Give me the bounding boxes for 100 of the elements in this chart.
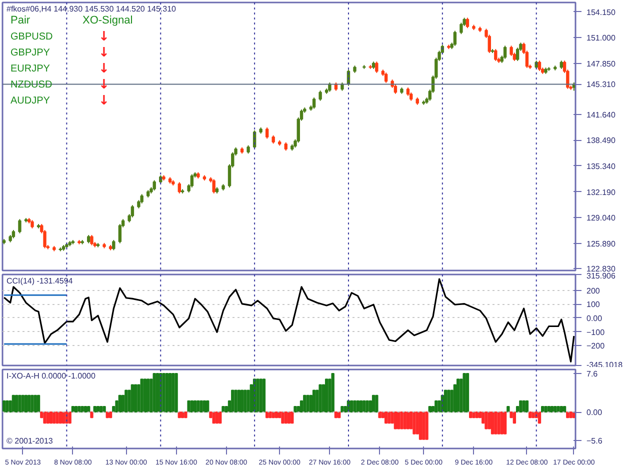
bar	[384, 412, 388, 424]
bar	[206, 400, 210, 413]
bar	[140, 378, 144, 413]
bar	[556, 406, 560, 413]
bar	[303, 394, 306, 413]
bar	[100, 406, 103, 413]
bar	[318, 384, 322, 413]
annotation: ↓	[98, 46, 110, 60]
bar	[447, 390, 450, 413]
bar	[284, 412, 288, 424]
bar	[425, 412, 428, 440]
bar	[218, 412, 222, 424]
bar	[366, 400, 369, 413]
annotation: ↓	[98, 62, 110, 76]
bar	[30, 394, 34, 413]
bar	[428, 406, 432, 413]
bar	[165, 373, 168, 413]
annotation: © 2001-2013	[6, 436, 54, 446]
candlestick	[178, 182, 182, 194]
bar	[569, 412, 572, 418]
bar	[532, 412, 535, 418]
candlestick	[375, 61, 378, 74]
y-tick-label: 200	[586, 286, 600, 296]
bar	[388, 412, 391, 424]
y-tick-label: 138.490	[586, 136, 616, 146]
line-series	[3, 278, 575, 362]
bar	[466, 373, 470, 413]
bar	[306, 394, 310, 413]
y-tick-label: 154.150	[586, 8, 616, 17]
y-tick-label: 132.190	[586, 188, 616, 197]
bar	[484, 412, 488, 430]
bar	[90, 412, 94, 418]
bar	[56, 412, 59, 424]
bar	[312, 390, 316, 413]
bar	[36, 394, 40, 413]
candlestick	[503, 45, 507, 60]
bar	[18, 394, 22, 413]
annotation: AUDJPY	[10, 96, 50, 106]
bar	[146, 378, 150, 413]
y-tick-label: 125.890	[586, 239, 616, 248]
bar	[268, 412, 272, 418]
annotation: XO-Signal	[82, 14, 133, 26]
candlestick	[466, 17, 470, 29]
bar	[184, 412, 188, 418]
y-tick-label: −5.6	[586, 436, 603, 446]
candlestick	[212, 178, 216, 194]
y-tick-label: −200	[586, 342, 606, 351]
bar	[106, 412, 109, 418]
bar	[93, 406, 96, 413]
candlestick	[494, 48, 498, 62]
y-tick-label: 7.6	[586, 370, 598, 379]
candlestick	[318, 90, 322, 102]
bar	[294, 406, 297, 413]
bar	[244, 390, 247, 413]
bar	[494, 412, 498, 434]
bar	[259, 378, 262, 413]
bar	[124, 390, 128, 413]
candlestick	[384, 72, 388, 84]
annotation: ↓	[98, 30, 110, 44]
bar	[187, 400, 190, 413]
bar	[497, 412, 500, 434]
bar	[528, 412, 532, 418]
bar	[134, 384, 138, 413]
bar	[475, 412, 478, 418]
bar	[290, 412, 294, 424]
bar	[262, 378, 266, 413]
bar	[6, 400, 9, 413]
bar	[472, 412, 476, 418]
y-tick-label: 147.850	[586, 59, 616, 68]
bar	[256, 378, 260, 413]
bar	[237, 390, 240, 413]
bar	[156, 373, 160, 413]
bar	[362, 400, 366, 413]
bar	[102, 406, 106, 413]
bar	[152, 373, 156, 413]
annotation: GBPUSD	[10, 32, 53, 42]
bar	[108, 412, 112, 418]
y-tick-label: 122.830	[586, 264, 616, 274]
y-tick-label: 0.00	[586, 408, 603, 418]
bar	[174, 373, 178, 413]
bar	[353, 400, 356, 413]
candlestick	[265, 126, 269, 140]
bar	[281, 412, 284, 424]
bar	[544, 406, 548, 413]
bar	[456, 378, 460, 413]
candlestick	[538, 60, 542, 72]
y-tick-label: 151.000	[586, 34, 616, 43]
bar	[372, 394, 376, 413]
y-tick-label: 141.640	[586, 110, 616, 120]
bar	[334, 412, 338, 418]
bar	[378, 412, 382, 418]
chart-title: #fkos#06,H4 144.930 145.530 144.520 145.310	[6, 4, 177, 14]
bar	[560, 406, 564, 413]
bar	[222, 406, 225, 413]
bar	[525, 400, 529, 413]
bar	[434, 400, 438, 413]
bar	[375, 394, 378, 413]
bar	[350, 400, 354, 413]
chart-title: CCI(14) -131.4594	[6, 276, 74, 286]
candlestick	[18, 218, 22, 234]
